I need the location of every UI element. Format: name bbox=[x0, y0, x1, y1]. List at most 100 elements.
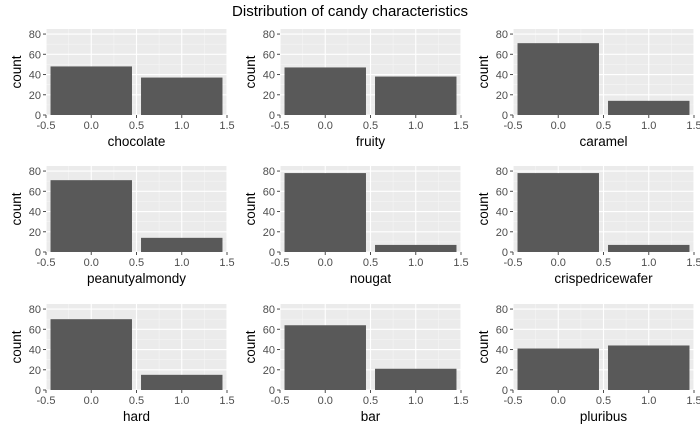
x-tick-label: 0.0 bbox=[318, 395, 333, 407]
x-tick-label: -0.5 bbox=[37, 120, 56, 132]
y-axis-title: count bbox=[243, 192, 258, 225]
x-tick-label: 1.0 bbox=[174, 257, 189, 269]
y-tick-label: 40 bbox=[496, 207, 508, 219]
y-tick-label: 0 bbox=[35, 110, 41, 122]
y-tick-label: 60 bbox=[29, 49, 41, 61]
x-tick-label: 0.5 bbox=[129, 120, 144, 132]
facet-peanutyalmondy: -0.5 0.0 0.5 1.0 1.5 0 20 40 60 80 peanutyalmondy c… bbox=[9, 166, 235, 286]
x-axis-title: hard bbox=[123, 409, 150, 424]
bar-crispedricewafer-1 bbox=[608, 244, 690, 252]
x-tick-label: 0.0 bbox=[318, 120, 333, 132]
x-tick-label: -0.5 bbox=[271, 257, 290, 269]
x-tick-label: 0.0 bbox=[84, 257, 99, 269]
y-tick-label: 40 bbox=[263, 207, 275, 219]
y-axis-title: count bbox=[476, 55, 491, 88]
y-tick-label: 60 bbox=[263, 324, 275, 336]
y-tick-label: 60 bbox=[496, 186, 508, 198]
y-axis-title: count bbox=[243, 55, 258, 88]
y-tick-label: 0 bbox=[269, 247, 275, 259]
y-tick-label: 0 bbox=[502, 385, 508, 397]
y-tick-label: 40 bbox=[29, 70, 41, 82]
bar-peanutyalmondy-0 bbox=[50, 180, 132, 252]
y-tick-label: 40 bbox=[496, 70, 508, 82]
x-axis-title: chocolate bbox=[108, 134, 166, 149]
x-tick-label: 1.5 bbox=[453, 257, 468, 269]
y-tick-label: 80 bbox=[29, 166, 41, 178]
x-tick-label: 1.5 bbox=[453, 120, 468, 132]
facet-hard: -0.5 0.0 0.5 1.0 1.5 0 20 40 60 80 hard count bbox=[9, 304, 235, 424]
x-tick-label: 1.0 bbox=[641, 257, 656, 269]
bar-nougat-0 bbox=[284, 173, 366, 252]
x-tick-label: 1.0 bbox=[174, 120, 189, 132]
y-tick-label: 0 bbox=[269, 110, 275, 122]
x-tick-label: 0.5 bbox=[596, 395, 611, 407]
y-tick-label: 60 bbox=[29, 186, 41, 198]
y-tick-label: 60 bbox=[496, 324, 508, 336]
bar-peanutyalmondy-1 bbox=[141, 237, 223, 252]
x-tick-label: 1.0 bbox=[408, 257, 423, 269]
y-tick-label: 0 bbox=[35, 247, 41, 259]
x-tick-label: -0.5 bbox=[271, 120, 290, 132]
x-tick-label: 1.5 bbox=[686, 257, 700, 269]
y-tick-label: 20 bbox=[263, 365, 275, 377]
x-tick-label: 1.0 bbox=[408, 120, 423, 132]
x-axis-title: nougat bbox=[350, 271, 392, 286]
x-tick-label: -0.5 bbox=[504, 257, 523, 269]
x-tick-label: 0.0 bbox=[551, 257, 566, 269]
y-axis-title: count bbox=[476, 330, 491, 363]
y-tick-label: 20 bbox=[263, 90, 275, 102]
y-tick-label: 80 bbox=[496, 304, 508, 316]
x-tick-label: 1.0 bbox=[641, 395, 656, 407]
bar-crispedricewafer-0 bbox=[517, 173, 599, 252]
y-tick-label: 20 bbox=[496, 90, 508, 102]
y-tick-label: 20 bbox=[263, 227, 275, 239]
y-tick-label: 80 bbox=[263, 304, 275, 316]
x-axis-title: crispedricewafer bbox=[554, 271, 653, 286]
x-tick-label: 0.5 bbox=[596, 120, 611, 132]
bar-chocolate-1 bbox=[141, 77, 223, 115]
y-axis-title: count bbox=[9, 55, 24, 88]
x-tick-label: 1.0 bbox=[408, 395, 423, 407]
x-tick-label: -0.5 bbox=[37, 395, 56, 407]
bar-bar-0 bbox=[284, 325, 366, 390]
x-tick-label: 0.5 bbox=[363, 120, 378, 132]
x-axis-title: pluribus bbox=[580, 409, 628, 424]
y-tick-label: 20 bbox=[496, 227, 508, 239]
x-tick-label: 1.0 bbox=[174, 395, 189, 407]
y-tick-label: 20 bbox=[29, 365, 41, 377]
y-axis-title: count bbox=[243, 330, 258, 363]
facet-crispedricewafer: -0.5 0.0 0.5 1.0 1.5 0 20 40 60 80 crispedricewafe… bbox=[476, 166, 700, 286]
bar-pluribus-1 bbox=[608, 345, 690, 390]
x-tick-label: 1.5 bbox=[219, 395, 234, 407]
y-tick-label: 0 bbox=[502, 110, 508, 122]
x-axis-title: fruity bbox=[356, 134, 386, 149]
bar-caramel-1 bbox=[608, 100, 690, 115]
bar-nougat-1 bbox=[375, 244, 457, 252]
x-axis-title: caramel bbox=[579, 134, 627, 149]
x-tick-label: 0.5 bbox=[596, 257, 611, 269]
bar-fruity-0 bbox=[284, 67, 366, 115]
x-tick-label: 0.5 bbox=[363, 395, 378, 407]
y-tick-label: 40 bbox=[263, 70, 275, 82]
x-tick-label: 0.0 bbox=[551, 395, 566, 407]
y-tick-label: 60 bbox=[496, 49, 508, 61]
y-axis-title: count bbox=[9, 192, 24, 225]
x-tick-label: 1.5 bbox=[453, 395, 468, 407]
x-tick-label: 1.0 bbox=[641, 120, 656, 132]
bar-pluribus-0 bbox=[517, 348, 599, 390]
y-tick-label: 80 bbox=[263, 166, 275, 178]
x-tick-label: 0.0 bbox=[551, 120, 566, 132]
y-tick-label: 80 bbox=[29, 304, 41, 316]
y-tick-label: 60 bbox=[263, 186, 275, 198]
y-tick-label: 20 bbox=[496, 365, 508, 377]
x-tick-label: 0.5 bbox=[129, 395, 144, 407]
x-tick-label: -0.5 bbox=[271, 395, 290, 407]
x-tick-label: 0.0 bbox=[318, 257, 333, 269]
y-tick-label: 80 bbox=[29, 29, 41, 41]
x-axis-title: bar bbox=[361, 409, 381, 424]
x-tick-label: 0.5 bbox=[363, 257, 378, 269]
y-tick-label: 40 bbox=[263, 345, 275, 357]
bar-bar-1 bbox=[375, 368, 457, 390]
facet-bar: -0.5 0.0 0.5 1.0 1.5 0 20 40 60 80 bar count bbox=[243, 304, 469, 424]
